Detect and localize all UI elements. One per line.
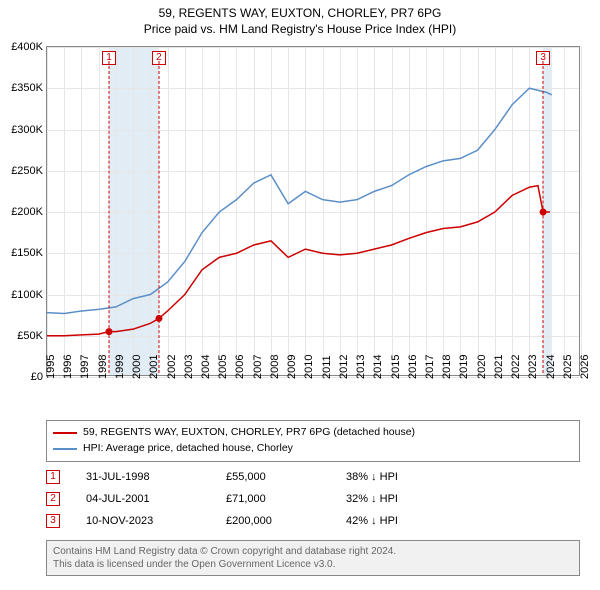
x-axis-tick-label: 2012 bbox=[336, 355, 350, 379]
chart-container: 59, REGENTS WAY, EUXTON, CHORLEY, PR7 6P… bbox=[0, 0, 600, 590]
event-marker-dropline bbox=[109, 61, 110, 373]
x-axis-tick-label: 2024 bbox=[543, 355, 557, 379]
event-marker-dropline bbox=[158, 61, 159, 373]
y-axis-tick-label: £100K bbox=[11, 289, 47, 301]
legend-swatch bbox=[53, 432, 77, 434]
x-axis-tick-label: 2026 bbox=[577, 355, 591, 379]
legend-item: 59, REGENTS WAY, EUXTON, CHORLEY, PR7 6P… bbox=[53, 425, 573, 441]
callout-row: 2 04-JUL-2001£71,00032% ↓ HPI bbox=[46, 488, 580, 510]
y-axis-tick-label: £300K bbox=[11, 124, 47, 136]
y-axis-tick-label: £50K bbox=[17, 330, 47, 342]
series-line-price_paid bbox=[47, 186, 550, 336]
x-axis-tick-label: 1997 bbox=[77, 355, 91, 379]
callout-marker-box: 3 bbox=[46, 514, 60, 528]
x-axis-tick-label: 2020 bbox=[474, 355, 488, 379]
chart-svg bbox=[47, 47, 579, 375]
x-axis-tick-label: 2021 bbox=[491, 355, 505, 379]
x-axis-tick-label: 2025 bbox=[560, 355, 574, 379]
callout-date: 04-JUL-2001 bbox=[86, 493, 226, 505]
footer-line-1: Contains HM Land Registry data © Crown c… bbox=[53, 545, 573, 558]
series-line-hpi bbox=[47, 88, 552, 313]
callout-date: 10-NOV-2023 bbox=[86, 515, 226, 527]
callout-table: 1 31-JUL-1998£55,00038% ↓ HPI 2 04-JUL-2001… bbox=[46, 466, 580, 532]
callout-marker-box: 2 bbox=[46, 492, 60, 506]
legend-item: HPI: Average price, detached house, Chor… bbox=[53, 441, 573, 457]
legend-label: 59, REGENTS WAY, EUXTON, CHORLEY, PR7 6P… bbox=[83, 425, 415, 441]
x-axis-tick-label: 2005 bbox=[215, 355, 229, 379]
title-block: 59, REGENTS WAY, EUXTON, CHORLEY, PR7 6P… bbox=[0, 0, 600, 37]
x-axis-tick-label: 2014 bbox=[370, 355, 384, 379]
x-axis-tick-label: 2009 bbox=[284, 355, 298, 379]
event-marker-dropline bbox=[543, 61, 544, 373]
callout-date: 31-JUL-1998 bbox=[86, 471, 226, 483]
x-axis-tick-label: 2013 bbox=[353, 355, 367, 379]
x-axis-tick-label: 2006 bbox=[232, 355, 246, 379]
footer-line-2: This data is licensed under the Open Gov… bbox=[53, 558, 573, 571]
x-axis-tick-label: 2003 bbox=[181, 355, 195, 379]
x-axis-tick-label: 2004 bbox=[198, 355, 212, 379]
x-axis-tick-label: 2008 bbox=[267, 355, 281, 379]
callout-marker-box: 1 bbox=[46, 470, 60, 484]
legend-box: 59, REGENTS WAY, EUXTON, CHORLEY, PR7 6P… bbox=[46, 420, 580, 462]
x-axis-tick-label: 2015 bbox=[388, 355, 402, 379]
x-axis-tick-label: 1998 bbox=[95, 355, 109, 379]
callout-row: 3 10-NOV-2023£200,00042% ↓ HPI bbox=[46, 510, 580, 532]
gridline-vertical bbox=[581, 47, 582, 375]
callout-delta: 32% ↓ HPI bbox=[346, 493, 580, 505]
legend-swatch bbox=[53, 448, 77, 450]
x-axis-tick-label: 2016 bbox=[405, 355, 419, 379]
callout-delta: 38% ↓ HPI bbox=[346, 471, 580, 483]
x-axis-tick-label: 2017 bbox=[422, 355, 436, 379]
callout-price: £55,000 bbox=[226, 471, 346, 483]
chart-plot-area: £0£50K£100K£150K£200K£250K£300K£350K£400… bbox=[46, 46, 580, 376]
x-axis-tick-label: 2018 bbox=[439, 355, 453, 379]
y-axis-tick-label: £350K bbox=[11, 82, 47, 94]
y-axis-tick-label: £150K bbox=[11, 247, 47, 259]
x-axis-tick-label: 2002 bbox=[164, 355, 178, 379]
callout-row: 1 31-JUL-1998£55,00038% ↓ HPI bbox=[46, 466, 580, 488]
y-axis-tick-label: £200K bbox=[11, 206, 47, 218]
callout-price: £71,000 bbox=[226, 493, 346, 505]
x-axis-tick-label: 2011 bbox=[319, 355, 333, 379]
x-axis-tick-label: 2023 bbox=[525, 355, 539, 379]
x-axis-tick-label: 2007 bbox=[250, 355, 264, 379]
x-axis-tick-label: 2022 bbox=[508, 355, 522, 379]
x-axis-tick-label: 2019 bbox=[456, 355, 470, 379]
title-line-2: Price paid vs. HM Land Registry's House … bbox=[0, 22, 600, 38]
y-axis-tick-label: £250K bbox=[11, 165, 47, 177]
x-axis-tick-label: 2010 bbox=[301, 355, 315, 379]
x-axis-tick-label: 1996 bbox=[60, 355, 74, 379]
x-axis-tick-label: 2000 bbox=[129, 355, 143, 379]
callout-delta: 42% ↓ HPI bbox=[346, 515, 580, 527]
title-line-1: 59, REGENTS WAY, EUXTON, CHORLEY, PR7 6P… bbox=[0, 6, 600, 22]
y-axis-tick-label: £400K bbox=[11, 41, 47, 53]
legend-label: HPI: Average price, detached house, Chor… bbox=[83, 441, 293, 457]
x-axis-tick-label: 1995 bbox=[43, 355, 57, 379]
footer-attribution: Contains HM Land Registry data © Crown c… bbox=[46, 540, 580, 576]
callout-price: £200,000 bbox=[226, 515, 346, 527]
x-axis-tick-label: 1999 bbox=[112, 355, 126, 379]
